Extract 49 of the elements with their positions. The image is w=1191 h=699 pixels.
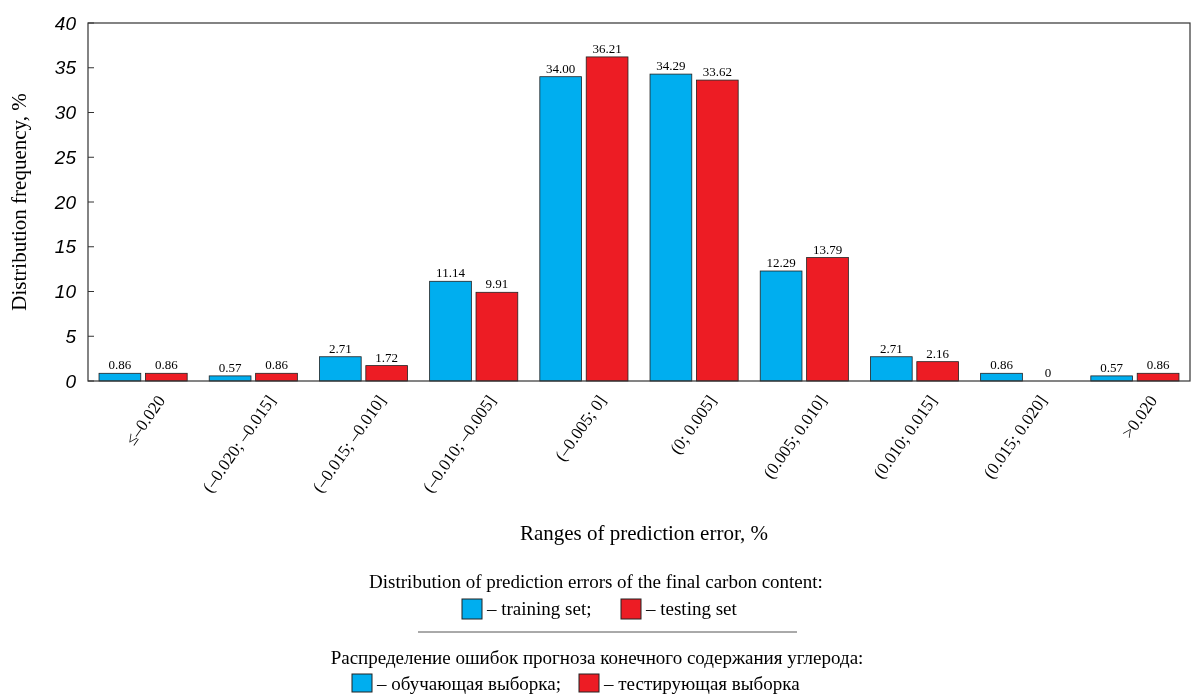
bar: [475, 291, 519, 382]
y-tick-label: 20: [53, 191, 77, 213]
y-tick-label: 30: [54, 102, 77, 124]
data-label: 13.79: [812, 241, 843, 257]
text: – тестирующая выборка: [603, 673, 801, 694]
data-label: 34.00: [546, 60, 576, 76]
y-tick-label: 35: [54, 57, 77, 79]
y-tick-label: 5: [65, 325, 77, 347]
data-label: 0.86: [108, 357, 132, 373]
x-axis-title: Ranges of prediction error, %: [519, 521, 769, 545]
bar: [759, 270, 803, 382]
bar: [365, 365, 408, 382]
bar: [870, 356, 913, 382]
data-label: 2.71: [879, 340, 903, 356]
data-label: 33.62: [702, 64, 732, 80]
legend-label: – training set;: [486, 598, 592, 619]
y-tick-label: 0: [65, 370, 77, 392]
data-label: 0: [1044, 365, 1052, 380]
data-label: 34.29: [656, 58, 686, 74]
data-label: 0.57: [218, 359, 242, 375]
bar: [429, 280, 472, 382]
text: Распределение ошибок прогноза конечного содержания углерода:: [330, 647, 864, 668]
data-label: 11.14: [436, 265, 466, 281]
data-label: 2.16: [926, 345, 950, 361]
data-label: 12.29: [766, 255, 796, 270]
y-tick-label: 25: [53, 146, 77, 168]
data-label: 0.86: [1146, 357, 1170, 373]
bar: [585, 56, 629, 382]
bar: [696, 79, 739, 382]
y-axis-title: Distribution frequency, %: [7, 93, 31, 311]
y-tick-label: 15: [54, 236, 77, 258]
y-tick-label: 40: [54, 12, 77, 34]
text: – обучающая выборка;: [376, 673, 561, 694]
data-label: 2.71: [328, 340, 352, 356]
bar: [806, 257, 849, 382]
data-label: 0.86: [265, 357, 289, 373]
text: Distribution of prediction errors of the final carbon content:: [369, 571, 823, 592]
data-label: 1.72: [375, 349, 399, 365]
legend-label: – testing set: [645, 598, 738, 619]
bar: [916, 361, 959, 382]
data-label: 0.86: [990, 357, 1014, 373]
data-label: 0.86: [154, 357, 179, 373]
bar: [319, 356, 362, 382]
bar: [539, 76, 582, 382]
data-label: 9.91: [485, 276, 509, 292]
data-label: 0.57: [1100, 359, 1124, 375]
data-label: 36.21: [592, 40, 622, 56]
bar: [649, 73, 693, 382]
y-tick-label: 10: [54, 281, 77, 303]
